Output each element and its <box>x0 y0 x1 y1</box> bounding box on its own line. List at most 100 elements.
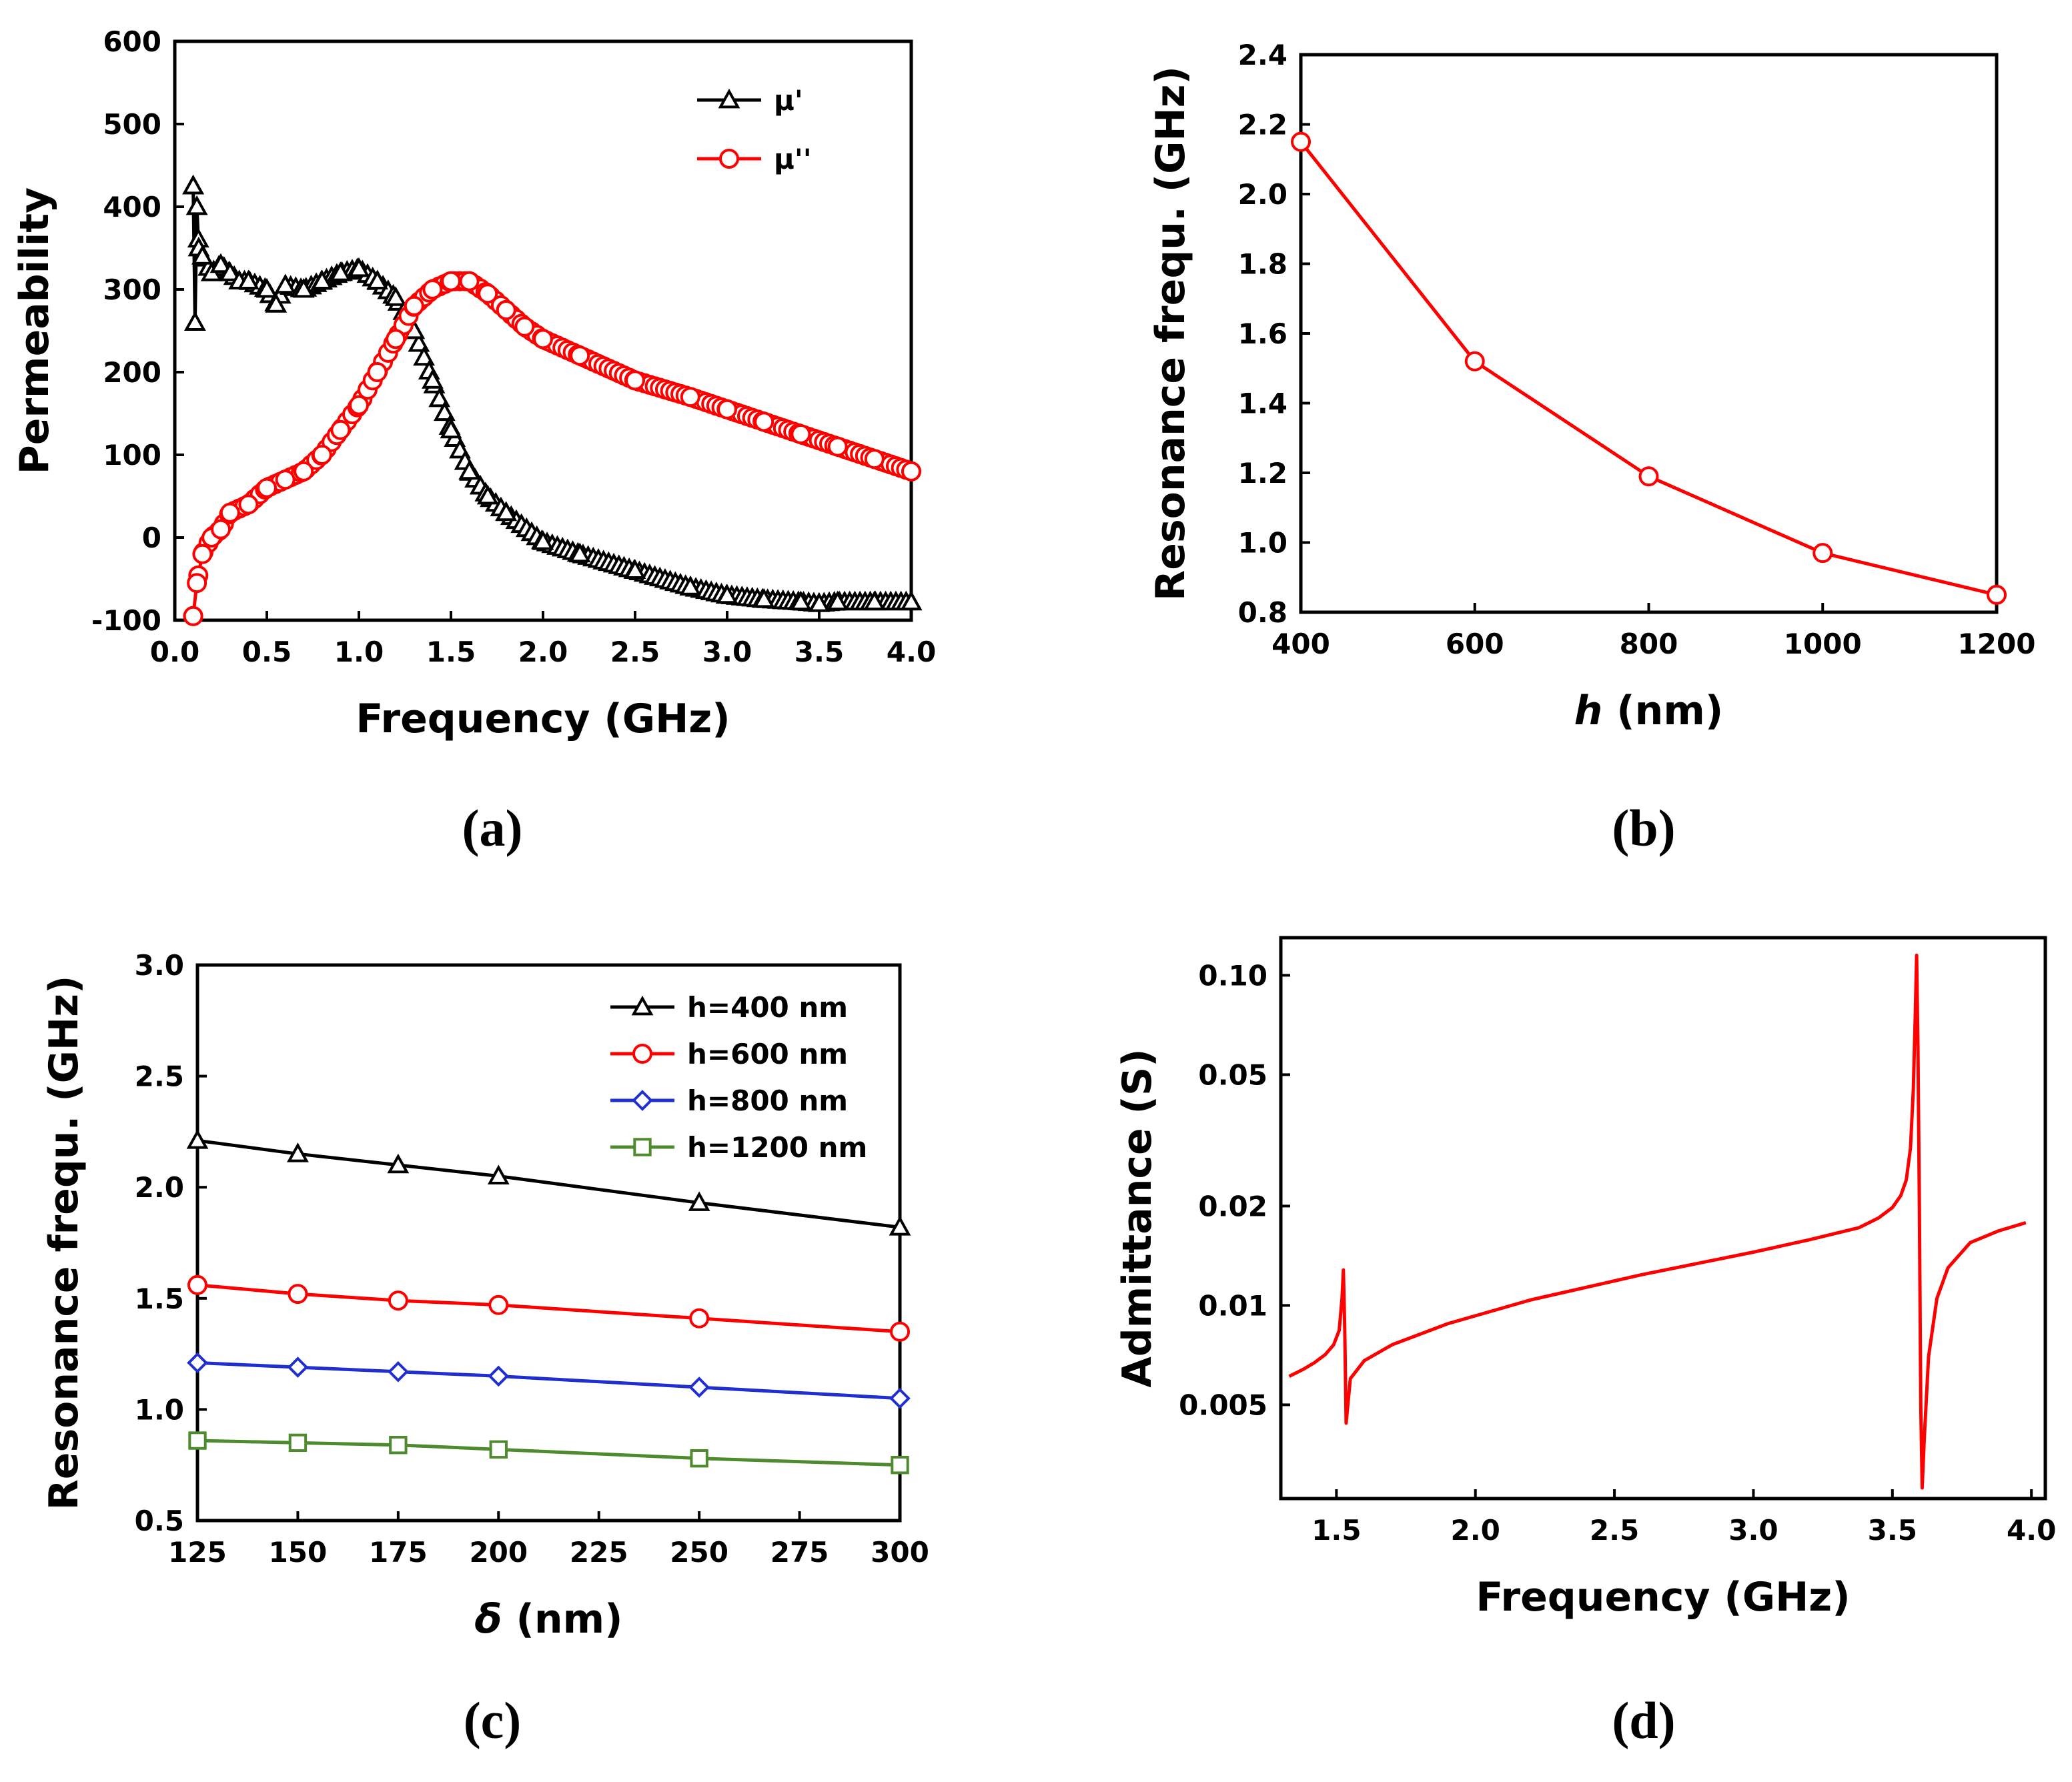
x-axis-title: h (nm) <box>1574 688 1724 734</box>
legend-label: h=600 nm <box>687 1038 848 1070</box>
data-point <box>413 345 435 366</box>
x-tick-label: 275 <box>770 1536 829 1569</box>
x-tick-label: 250 <box>670 1536 728 1569</box>
panel-b-label: (b) <box>1612 799 1675 857</box>
data-point <box>275 470 296 490</box>
data-point <box>330 419 351 440</box>
data-point <box>890 1321 910 1342</box>
data-point <box>311 269 334 289</box>
data-point <box>428 387 451 407</box>
data-point <box>1291 131 1311 152</box>
data-point <box>288 1284 308 1304</box>
data-point <box>478 283 498 304</box>
data-point <box>901 461 921 482</box>
data-point <box>192 544 213 564</box>
series-line <box>197 1283 901 1334</box>
series-line <box>197 1439 901 1467</box>
data-point <box>312 445 332 465</box>
data-point <box>458 460 480 480</box>
data-point <box>891 1456 909 1475</box>
data-point <box>182 174 204 195</box>
data-point <box>827 590 849 611</box>
x-tick-label: 1000 <box>1784 628 1862 660</box>
panel-a-label: (a) <box>462 799 523 857</box>
panel-d: 1.5 2.0 2.5 3.0 3.5 4.0 0.005 0.01 0.02 0.05 0.10 F… <box>1114 936 2056 1621</box>
y-tick-label: 1.5 <box>135 1282 184 1315</box>
data-point <box>440 418 462 439</box>
data-point <box>889 1387 911 1409</box>
legend-label: h=400 nm <box>687 991 848 1024</box>
data-point <box>257 478 277 498</box>
data-point <box>384 286 407 306</box>
data-point <box>219 261 241 281</box>
data-point <box>690 1449 708 1468</box>
y-tick-label: 600 <box>103 25 161 58</box>
data-point <box>211 519 231 540</box>
data-point <box>288 1433 308 1453</box>
data-point <box>183 311 206 331</box>
data-point <box>191 245 213 265</box>
legend-marker <box>719 149 739 169</box>
data-point <box>488 1294 509 1315</box>
x-tick-label: 150 <box>269 1536 328 1569</box>
legend-label: μ'' <box>774 143 812 175</box>
y-tick-label: 0.02 <box>1198 1190 1267 1222</box>
x-axis-title: δ (nm) <box>474 1596 622 1643</box>
data-point <box>348 257 370 277</box>
y-tick-label: 0 <box>142 522 161 554</box>
panel-d-label: (d) <box>1612 1691 1675 1749</box>
data-point <box>864 449 885 470</box>
data-point <box>287 1357 309 1378</box>
data-point <box>386 329 406 349</box>
data-point <box>1812 543 1833 564</box>
data-point <box>294 461 314 482</box>
data-point <box>808 592 831 612</box>
y-axis-title: Resonance frequ. (GHz) <box>1147 66 1194 601</box>
data-point <box>237 269 260 289</box>
data-point <box>187 1352 208 1374</box>
series-line <box>197 1361 901 1401</box>
series-line <box>1300 141 1997 597</box>
data-point <box>790 590 812 611</box>
data-point <box>265 293 288 313</box>
data-point <box>624 559 646 579</box>
x-axis-title: Frequency (GHz) <box>356 696 730 742</box>
legend-label: h=1200 nm <box>687 1131 867 1164</box>
data-point <box>185 195 208 215</box>
data-point <box>533 329 553 349</box>
x-tick-label: 2.5 <box>1590 1514 1639 1547</box>
plot-frame <box>195 963 902 1523</box>
x-tick-label: 800 <box>1620 628 1678 660</box>
y-tick-label: 1.0 <box>1238 527 1287 560</box>
y-axis-title: Permeability <box>11 187 58 474</box>
x-tick-label: 2.0 <box>518 636 568 668</box>
data-point <box>863 590 886 611</box>
data-point <box>532 530 554 550</box>
data-point <box>1987 584 2007 605</box>
x-tick-label: 3.5 <box>1868 1514 1917 1547</box>
data-point <box>422 279 443 299</box>
data-point <box>183 606 203 626</box>
data-point <box>274 273 296 294</box>
y-tick-label: 2.0 <box>1238 178 1287 211</box>
y-tick-label: 3.0 <box>135 949 184 982</box>
data-point <box>387 1153 410 1174</box>
data-point <box>716 584 738 604</box>
series-line <box>191 279 912 617</box>
data-point <box>408 332 430 352</box>
data-point <box>495 501 518 522</box>
data-point <box>389 1436 408 1455</box>
series-line <box>1288 953 2027 1490</box>
y-tick-label: 0.10 <box>1198 959 1267 992</box>
data-point <box>489 1440 508 1459</box>
y-tick-label: 100 <box>103 439 161 472</box>
x-tick-label: 4.0 <box>2007 1514 2056 1547</box>
data-point <box>689 1308 710 1328</box>
x-tick-label: 0.5 <box>242 636 292 668</box>
y-tick-label: 400 <box>103 191 161 223</box>
data-point <box>827 436 848 457</box>
x-tick-label: 600 <box>1446 628 1504 660</box>
y-tick-label: 0.05 <box>1198 1058 1267 1091</box>
data-point <box>219 502 240 523</box>
y-tick-label: 2.4 <box>1238 39 1287 71</box>
